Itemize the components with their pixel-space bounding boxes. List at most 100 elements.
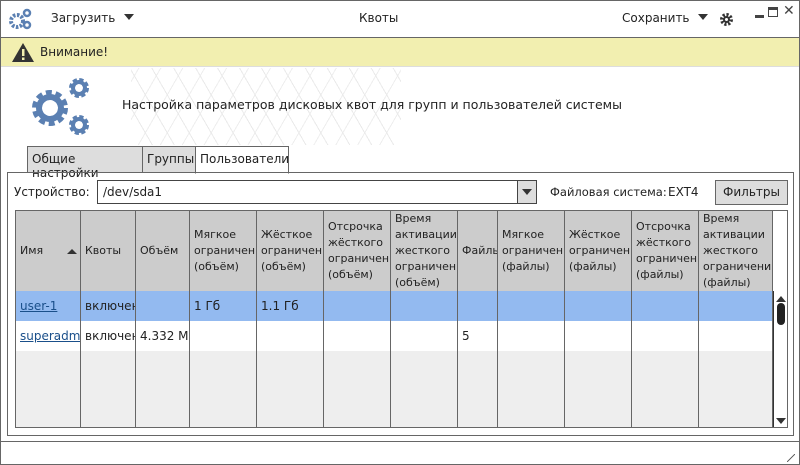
save-menu[interactable]: Сохранить — [622, 11, 709, 25]
column-header-label: Отсрочка жёсткого ограничени (объём) — [328, 220, 391, 281]
column-header-soft-limit-files[interactable]: Мягкое ограничени (файлы) — [498, 211, 565, 291]
device-dropdown-button[interactable] — [517, 181, 536, 203]
filters-button[interactable]: Фильтры — [715, 180, 788, 205]
cell-hard-limit-volume — [257, 381, 324, 411]
tab-groups[interactable]: Группы — [142, 146, 196, 173]
column-header-label: Квоты — [85, 244, 122, 257]
settings-gears-icon — [32, 78, 89, 135]
cell-hard-limit-files — [565, 411, 632, 427]
cell-hard-limit-volume — [257, 351, 324, 381]
maximize-icon[interactable] — [768, 7, 778, 17]
cell-name[interactable]: superadm — [16, 321, 81, 351]
column-header-label: Время активации жесткого ограничени (объ… — [395, 212, 458, 289]
column-header-quotas[interactable]: Квоты — [81, 211, 136, 291]
cell-volume: 4.332 М — [136, 321, 190, 351]
cell-soft-limit-files — [498, 351, 565, 381]
scrollbar-thumb[interactable] — [777, 303, 785, 325]
device-label: Устройство: — [14, 185, 90, 199]
table-row[interactable]: user-1 включен 1 Гб 1.1 Гб — [16, 291, 773, 321]
cell-hard-limit-volume — [257, 321, 324, 351]
page-description: Настройка параметров дисковых квот для г… — [122, 97, 622, 112]
cell-hard-limit-files — [565, 291, 632, 321]
column-header-soft-limit-volume[interactable]: Мягкое ограничени (объём) — [190, 211, 257, 291]
vertical-scrollbar[interactable] — [773, 291, 787, 427]
table-row[interactable] — [16, 411, 773, 427]
device-select[interactable]: /dev/sda1 — [97, 180, 537, 204]
cell-grace-files — [632, 381, 699, 411]
column-header-grace-files[interactable]: Отсрочка жёсткого ограничени (файлы) — [632, 211, 699, 291]
cell-grace-volume — [324, 381, 391, 411]
column-header-volume[interactable]: Объём — [136, 211, 190, 291]
cell-quotas: включен — [81, 321, 136, 351]
cell-soft-limit-files — [498, 291, 565, 321]
cell-activation-volume — [391, 351, 458, 381]
column-header-label: Отсрочка жёсткого ограничени (файлы) — [636, 220, 699, 281]
cell-soft-limit-volume — [190, 411, 257, 427]
cell-quotas — [81, 381, 136, 411]
hex-background — [131, 68, 401, 145]
column-header-grace-volume[interactable]: Отсрочка жёсткого ограничени (объём) — [324, 211, 391, 291]
column-header-label: Объём — [140, 244, 179, 257]
cell-files — [458, 291, 498, 321]
cell-grace-volume — [324, 321, 391, 351]
table-row[interactable] — [16, 381, 773, 411]
close-icon[interactable]: ✕ — [783, 3, 795, 19]
cell-grace-files — [632, 321, 699, 351]
scroll-up-icon[interactable] — [776, 296, 786, 302]
cell-soft-limit-volume — [190, 321, 257, 351]
warning-icon — [12, 43, 34, 62]
cell-name[interactable]: user-1 — [16, 291, 81, 321]
column-header-activation-volume[interactable]: Время активации жесткого ограничени (объ… — [391, 211, 458, 291]
column-header-label: Имя — [20, 244, 44, 257]
load-menu[interactable]: Загрузить — [51, 11, 135, 25]
cell-files — [458, 351, 498, 381]
gear-icon[interactable] — [719, 12, 734, 27]
status-bar — [1, 441, 799, 465]
cell-volume — [136, 351, 190, 381]
table-row[interactable]: superadm включен 4.332 М 5 — [16, 321, 773, 351]
cell-activation-files — [699, 321, 773, 351]
column-header-files[interactable]: Файлы — [458, 211, 498, 291]
cell-grace-volume — [324, 291, 391, 321]
cell-soft-limit-files — [498, 411, 565, 427]
column-header-label: Время активации жесткого ограничени (фай… — [703, 212, 772, 289]
cell-hard-limit-files — [565, 351, 632, 381]
tab-general[interactable]: Общие настройки — [27, 146, 143, 180]
column-header-label: Мягкое ограничени (файлы) — [502, 228, 565, 273]
cell-name — [16, 381, 81, 411]
column-header-name[interactable]: Имя — [16, 211, 81, 291]
tab-users[interactable]: Пользователи — [195, 146, 289, 174]
cell-quotas: включен — [81, 291, 136, 321]
column-header-activation-files[interactable]: Время активации жесткого ограничени (фай… — [699, 211, 773, 291]
cell-grace-volume — [324, 351, 391, 381]
resize-grip-icon[interactable] — [787, 454, 795, 462]
cell-soft-limit-volume — [190, 351, 257, 381]
column-header-label: Жёсткое ограничени (файлы) — [569, 228, 632, 273]
chevron-down-icon — [522, 189, 532, 195]
cell-hard-limit-volume: 1.1 Гб — [257, 291, 324, 321]
app-gears-icon — [9, 8, 32, 30]
minimize-icon[interactable] — [755, 15, 764, 18]
chevron-down-icon — [124, 14, 135, 20]
column-header-hard-limit-volume[interactable]: Жёсткое ограничени (объём) — [257, 211, 324, 291]
cell-grace-files — [632, 411, 699, 427]
cell-hard-limit-files — [565, 321, 632, 351]
column-header-hard-limit-files[interactable]: Жёсткое ограничени (файлы) — [565, 211, 632, 291]
cell-name — [16, 351, 81, 381]
cell-activation-volume — [391, 381, 458, 411]
users-panel — [7, 172, 794, 436]
cell-quotas — [81, 411, 136, 427]
cell-soft-limit-files — [498, 321, 565, 351]
load-label: Загрузить — [51, 11, 116, 25]
title-bar: Загрузить Квоты Сохранить ✕ — [1, 1, 799, 38]
quota-table: user-1 включен 1 Гб 1.1 Гб superadm включен 4.… — [15, 210, 788, 428]
cell-activation-files — [699, 411, 773, 427]
cell-hard-limit-files — [565, 381, 632, 411]
cell-activation-volume — [391, 411, 458, 427]
table-row[interactable] — [16, 351, 773, 381]
window-title: Квоты — [359, 11, 399, 25]
cell-files — [458, 381, 498, 411]
scroll-down-icon[interactable] — [776, 418, 786, 424]
cell-quotas — [81, 351, 136, 381]
device-value: /dev/sda1 — [103, 185, 163, 199]
